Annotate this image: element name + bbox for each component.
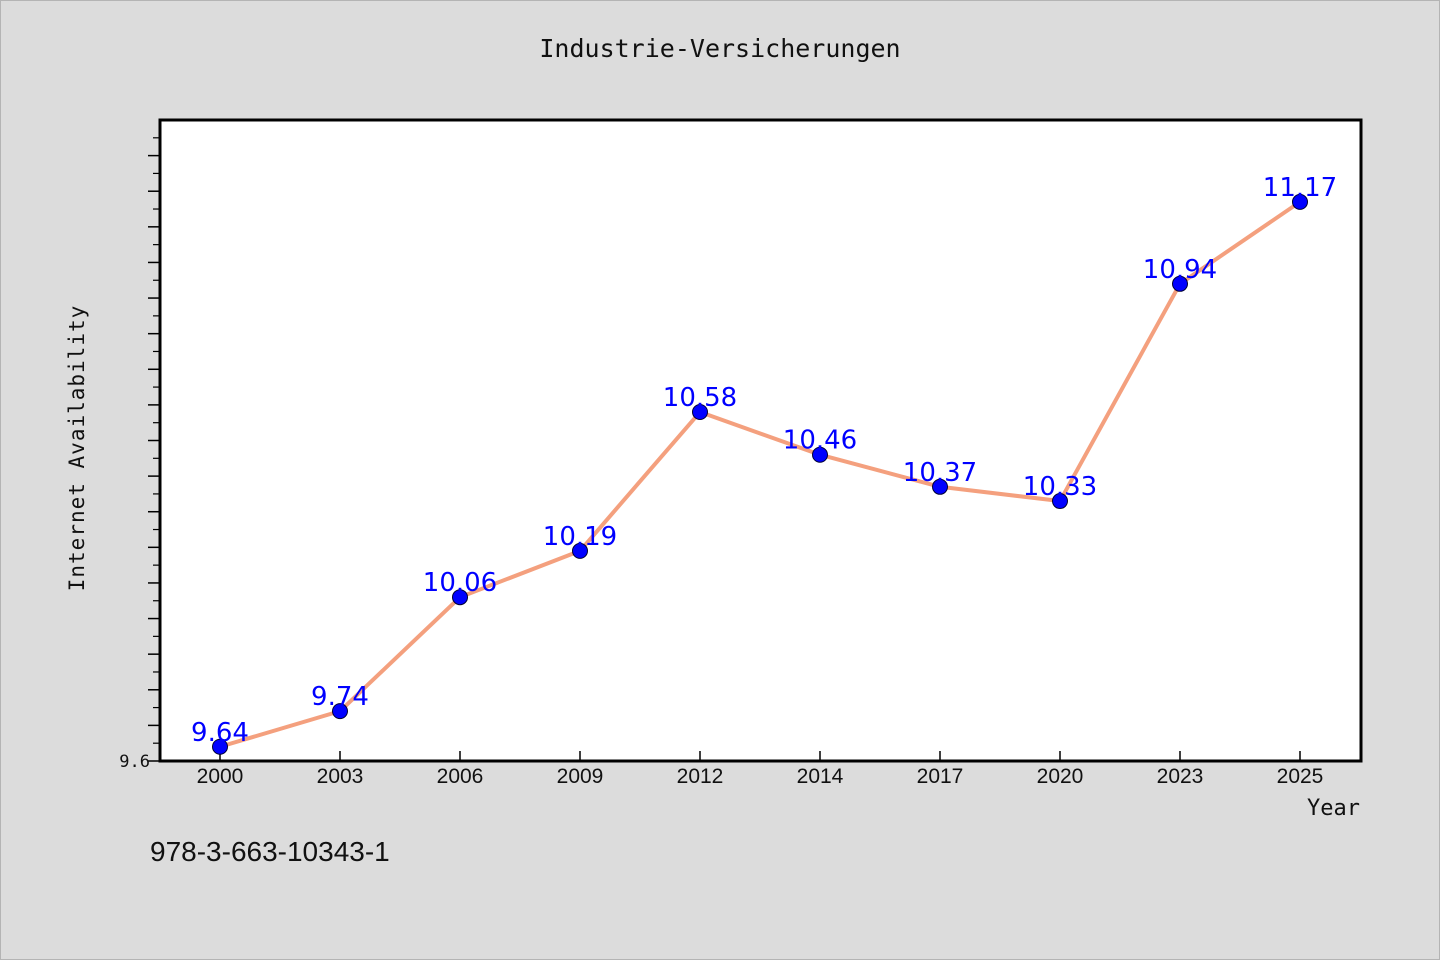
y-axis-ticks: 9.6 [119,137,160,772]
y-tick-label: 9.6 [119,752,150,772]
data-point [452,589,468,606]
series-markers [212,193,1308,755]
x-tick-label: 2006 [437,765,484,788]
data-label: 10.46 [783,426,857,456]
data-label: 10.37 [903,458,977,488]
series-line [219,200,1302,749]
chart-title: Industrie-Versicherungen [539,34,901,63]
data-point [572,542,588,559]
data-label: 11.17 [1263,173,1337,203]
x-tick-label: 2003 [317,765,364,788]
data-labels: 9.64 9.74 10.06 10.19 10.58 10.46 10.37 10.33 10… [191,173,1337,748]
data-point [1172,275,1188,292]
data-point [212,738,228,755]
plot-area [158,118,1363,763]
x-tick-label: 2025 [1277,765,1324,788]
x-tick-label: 2009 [557,765,604,788]
data-label: 9.64 [191,718,249,748]
data-label: 10.19 [543,522,617,552]
x-tick-label: 2017 [917,765,964,788]
x-axis-label: Year [1307,796,1360,821]
data-point [1292,193,1308,210]
x-tick-label: 2020 [1037,765,1084,788]
x-tick-label: 2000 [197,765,244,788]
x-tick-label: 2023 [1157,765,1204,788]
data-point [812,446,828,463]
data-point [1052,493,1068,510]
data-point [332,703,348,720]
data-label: 10.58 [663,383,737,413]
data-point [932,478,948,495]
isbn-text: 978-3-663-10343-1 [150,836,390,867]
data-label: 10.33 [1023,472,1097,502]
x-tick-label: 2012 [677,765,724,788]
x-axis-ticks: 2000 2003 2006 2009 2012 2014 2017 2020 2023 2025 [197,751,1324,788]
data-label: 10.94 [1143,255,1217,285]
data-label: 9.74 [311,682,369,712]
x-tick-label: 2014 [797,765,844,788]
data-label: 10.06 [423,568,497,598]
data-point [692,404,708,421]
